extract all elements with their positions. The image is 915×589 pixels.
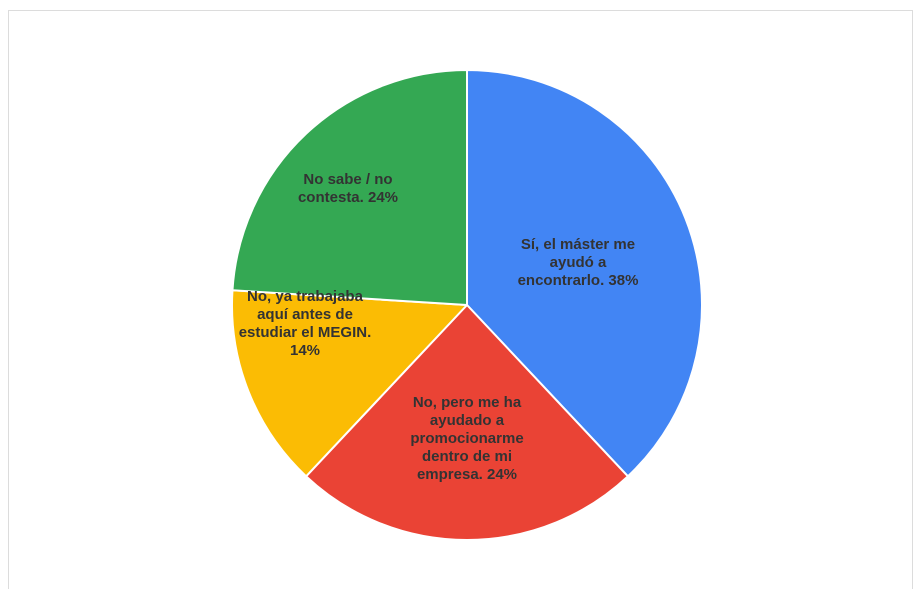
chart-frame bbox=[8, 10, 913, 589]
slice-label-4: No sabe / no contesta. 24% bbox=[298, 171, 398, 206]
slice-label-3: No, ya trabajaba aquí antes de estudiar el… bbox=[239, 288, 372, 359]
slice-label-line: promocionarme bbox=[410, 430, 523, 447]
slice-label-line: No sabe / no bbox=[303, 171, 392, 188]
slice-label-line: ayudó a bbox=[550, 254, 607, 271]
pie-slice-4[interactable] bbox=[231, 69, 468, 306]
slice-label-line: No, ya trabajaba bbox=[247, 288, 364, 305]
pie-slice-3[interactable] bbox=[231, 289, 468, 478]
slice-label-line: ayudado a bbox=[430, 412, 505, 429]
pie-slice-2[interactable] bbox=[305, 304, 629, 542]
slice-label-line: dentro de mi bbox=[422, 448, 512, 465]
slice-label-line: Sí, el máster me bbox=[521, 236, 635, 253]
pie-slice-1[interactable] bbox=[466, 69, 704, 478]
slice-label-line: 14% bbox=[290, 342, 320, 359]
slice-label-line: estudiar el MEGIN. bbox=[239, 324, 372, 341]
slice-label-line: encontrarlo. 38% bbox=[518, 272, 639, 289]
slice-label-line: empresa. 24% bbox=[417, 466, 517, 483]
slice-label-line: No, pero me ha bbox=[413, 394, 522, 411]
slice-label-line: contesta. 24% bbox=[298, 189, 398, 206]
slice-label-2: No, pero me ha ayudado a promocionarme dent… bbox=[410, 394, 523, 483]
slice-label-1: Sí, el máster me ayudó a encontrarlo. 38% bbox=[518, 236, 639, 289]
slice-label-line: aquí antes de bbox=[257, 306, 353, 323]
